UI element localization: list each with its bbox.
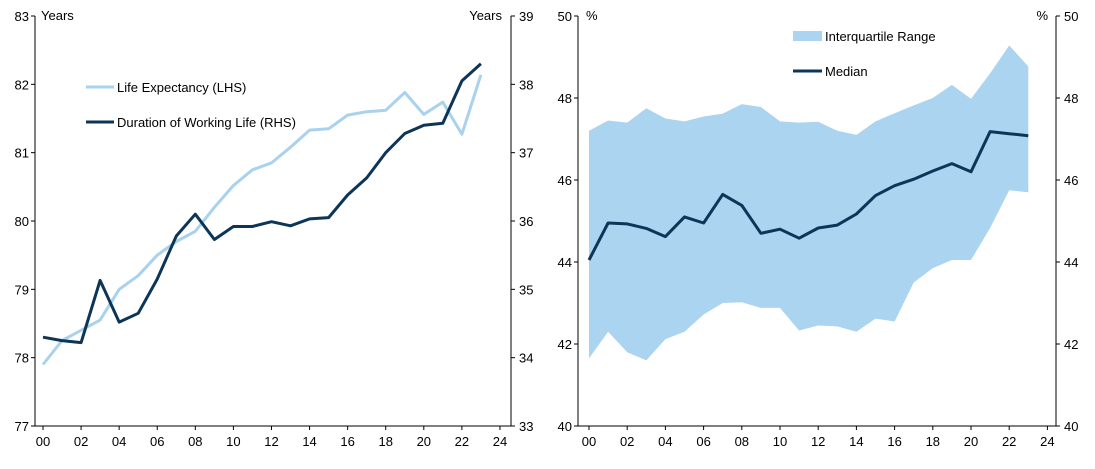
chart2-axes-layer: 40 42 44 46 48 50 40 42 44 46 48 50 00 02 04 06 08 10 12 14…	[558, 9, 1079, 449]
chart1-legend: Life Expectancy (LHS) Duration of Workin…	[86, 80, 296, 130]
legend-life-expectancy-label: Life Expectancy (LHS)	[117, 80, 246, 95]
median-line	[587, 130, 1029, 261]
chart2-x-tick-label: 16	[887, 434, 901, 449]
median-interquartile-chart: 40 42 44 46 48 50 40 42 44 46 48 50 00 02 04 06 08 10 12 14…	[558, 8, 1079, 449]
chart1-x-tick-label: 24	[493, 434, 507, 449]
chart2-x-tick-label: 06	[696, 434, 710, 449]
chart2-series-layer	[587, 45, 1029, 361]
chart1-series-layer	[41, 62, 483, 366]
chart2-x-tick-label: 22	[1002, 434, 1016, 449]
chart1-x-tick-label: 00	[36, 434, 50, 449]
chart1-right-tick-label: 34	[519, 351, 533, 366]
chart1-x-tick-label: 06	[150, 434, 164, 449]
chart2-right-tick-label: 44	[1064, 255, 1078, 270]
chart1-right-tick-label: 36	[519, 214, 533, 229]
chart1-right-tick-label: 38	[519, 77, 533, 92]
legend-iqr-swatch	[793, 31, 822, 41]
working-life-line	[42, 62, 482, 345]
chart2-right-tick-label: 46	[1064, 173, 1078, 188]
chart1-right-tick-label: 39	[519, 9, 533, 24]
chart1-left-tick-label: 77	[15, 419, 29, 434]
chart2-legend: Interquartile Range Median	[793, 29, 936, 79]
chart2-x-tick-label: 20	[964, 434, 978, 449]
chart1-left-axis-unit: Years	[41, 8, 74, 23]
chart2-x-tick-label: 04	[658, 434, 672, 449]
chart2-x-tick-label: 02	[620, 434, 634, 449]
life-expectancy-working-life-chart: 77 78 79 80 81 82 83 33 34 35 36 37 38 39 00 02 04 06 08 10…	[15, 8, 534, 449]
chart1-left-tick-label: 81	[15, 146, 29, 161]
chart2-left-tick-label: 48	[558, 91, 572, 106]
life-expectancy-line	[41, 74, 483, 366]
legend-working-life-label: Duration of Working Life (RHS)	[117, 115, 296, 130]
chart1-x-tick-label: 14	[302, 434, 316, 449]
interquartile-range-band	[589, 45, 1029, 361]
chart2-right-tick-label: 48	[1064, 91, 1078, 106]
chart2-x-tick-label: 08	[735, 434, 749, 449]
chart2-x-tick-label: 10	[773, 434, 787, 449]
chart2-left-tick-label: 50	[558, 9, 572, 24]
chart2-left-axis-unit: %	[586, 8, 598, 23]
chart2-right-tick-label: 42	[1064, 337, 1078, 352]
chart1-left-tick-label: 78	[15, 351, 29, 366]
chart1-x-tick-label: 16	[340, 434, 354, 449]
chart2-x-tick-label: 18	[926, 434, 940, 449]
chart1-right-axis-unit: Years	[469, 8, 502, 23]
chart2-left-tick-label: 44	[558, 255, 572, 270]
chart2-left-tick-label: 40	[558, 419, 572, 434]
chart1-right-tick-label: 35	[519, 282, 533, 297]
chart2-right-tick-label: 50	[1064, 9, 1078, 24]
chart2-left-tick-label: 42	[558, 337, 572, 352]
legend-iqr-label: Interquartile Range	[825, 29, 936, 44]
chart2-x-tick-label: 24	[1040, 434, 1054, 449]
chart1-right-tick-label: 33	[519, 419, 533, 434]
chart2-x-tick-label: 14	[849, 434, 863, 449]
chart1-x-tick-label: 02	[74, 434, 88, 449]
chart1-axes-layer: 77 78 79 80 81 82 83 33 34 35 36 37 38 39 00 02 04 06 08 10…	[15, 9, 534, 449]
chart1-left-tick-label: 80	[15, 214, 29, 229]
chart1-left-tick-label: 83	[15, 9, 29, 24]
chart2-x-tick-label: 00	[582, 434, 596, 449]
chart1-x-tick-label: 22	[455, 434, 469, 449]
chart1-x-tick-label: 12	[264, 434, 278, 449]
chart1-left-tick-label: 82	[15, 77, 29, 92]
chart1-x-tick-label: 04	[112, 434, 126, 449]
chart1-x-tick-label: 20	[417, 434, 431, 449]
chart1-x-tick-label: 08	[188, 434, 202, 449]
chart1-x-tick-label: 10	[226, 434, 240, 449]
chart2-left-tick-label: 46	[558, 173, 572, 188]
chart2-right-tick-label: 40	[1064, 419, 1078, 434]
chart1-x-tick-label: 18	[378, 434, 392, 449]
legend-median-label: Median	[825, 64, 868, 79]
chart2-right-axis-unit: %	[1036, 8, 1048, 23]
chart1-left-tick-label: 79	[15, 282, 29, 297]
chart2-x-tick-label: 12	[811, 434, 825, 449]
chart1-right-tick-label: 37	[519, 146, 533, 161]
